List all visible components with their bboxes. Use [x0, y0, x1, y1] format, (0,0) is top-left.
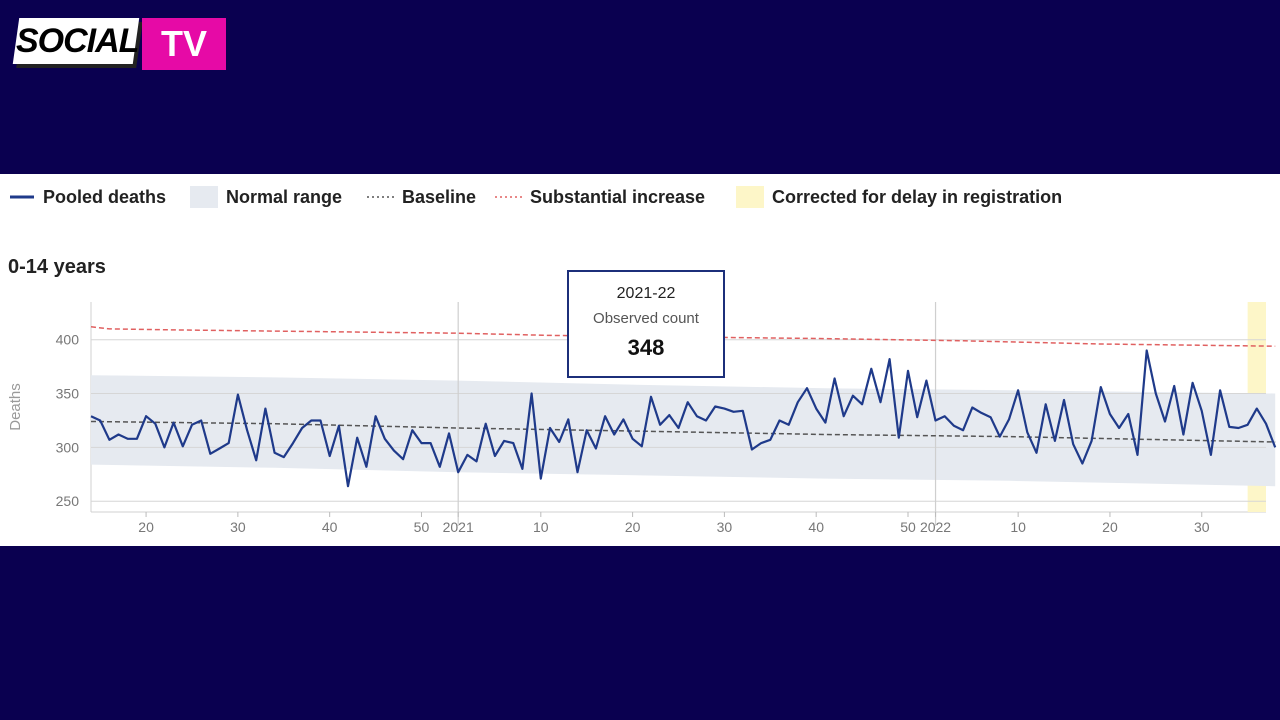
chart-tooltip: 2021-22 Observed count 348: [567, 270, 725, 378]
x-tick-label: 30: [1194, 519, 1210, 535]
x-tick-label: 20: [625, 519, 641, 535]
tooltip-period: 2021-22: [616, 285, 676, 302]
x-tick-label: 30: [717, 519, 733, 535]
swatch-rect: [190, 186, 218, 208]
legend-item-substantial-increase: Substantial increase: [494, 186, 705, 208]
legend-item-baseline: Baseline: [366, 186, 476, 208]
substantial-increase-line: [90, 326, 1276, 347]
x-tick-label: 10: [533, 519, 549, 535]
y-axis-label: Deaths: [7, 383, 24, 431]
logo-social: SOCIAL: [12, 18, 140, 64]
x-tick-label: 40: [808, 519, 824, 535]
x-tick-label: 40: [322, 519, 338, 535]
y-tick-label: 350: [56, 386, 80, 402]
x-tick-label: 20: [138, 519, 154, 535]
x-tick-label: 50: [900, 519, 916, 535]
legend-line-swatch: [10, 195, 34, 199]
x-tick-label: 10: [1010, 519, 1026, 535]
x-tick-label: 20: [1102, 519, 1118, 535]
pooled-deaths-line: [90, 349, 1277, 488]
legend-item-corrected: Corrected for delay in registration: [736, 186, 1062, 208]
tooltip-label: Observed count: [593, 310, 699, 327]
chart-panel: Pooled deaths Normal range Baseline Subs…: [0, 174, 1280, 546]
normal-range-band: [91, 375, 1276, 487]
legend-band-swatch: [736, 186, 764, 208]
chart-legend: Pooled deaths Normal range Baseline Subs…: [0, 174, 1280, 220]
legend-band-swatch: [190, 186, 218, 208]
logo-tv: TV: [142, 18, 226, 70]
swatch-rect: [736, 186, 764, 208]
legend-item-pooled-deaths: Pooled deaths: [8, 186, 166, 208]
chart-title: 0-14 years: [8, 256, 106, 278]
y-tick-label: 250: [56, 493, 80, 509]
social-tv-logo: SOCIAL TV: [12, 18, 226, 74]
y-tick-label: 400: [56, 332, 80, 348]
legend-item-normal-range: Normal range: [190, 186, 342, 208]
tooltip-value: 348: [627, 335, 665, 360]
x-tick-label: 2022: [920, 519, 951, 535]
x-tick-label: 30: [230, 519, 246, 535]
x-tick-label: 2021: [443, 519, 474, 535]
y-tick-label: 300: [56, 439, 80, 455]
x-tick-label: 50: [414, 519, 430, 535]
